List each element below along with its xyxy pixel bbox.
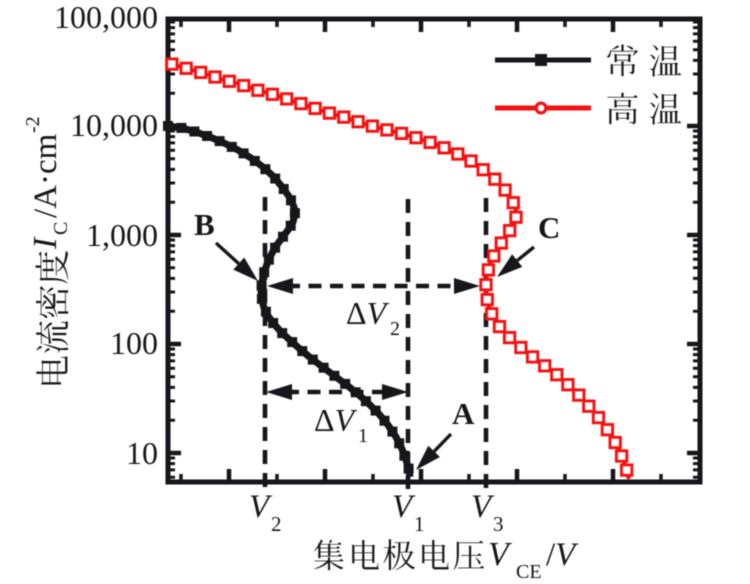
svg-text:1,000: 1,000 [86, 217, 158, 253]
svg-text:100,000: 100,000 [54, 0, 158, 35]
svg-text:C: C [538, 210, 560, 245]
svg-text:V: V [249, 489, 273, 525]
svg-text:CE: CE [516, 561, 542, 583]
svg-text:C: C [50, 222, 72, 235]
svg-text:10,000: 10,000 [70, 107, 158, 143]
svg-text:-2: -2 [22, 116, 44, 133]
svg-text:10: 10 [126, 435, 158, 471]
svg-text:B: B [194, 207, 215, 242]
svg-text:ΔV: ΔV [314, 402, 358, 438]
svg-text:ΔV: ΔV [346, 295, 390, 331]
svg-text:V: V [471, 489, 495, 525]
svg-text:2: 2 [390, 318, 400, 340]
svg-text:I: I [27, 236, 64, 250]
svg-text:1: 1 [414, 512, 425, 536]
svg-text:2: 2 [271, 512, 282, 536]
svg-text:/A·cm: /A·cm [28, 133, 64, 218]
svg-text:V: V [392, 489, 416, 525]
svg-text:1: 1 [358, 425, 368, 447]
svg-text:100: 100 [110, 325, 158, 361]
svg-text:A: A [452, 396, 475, 431]
svg-text:/V: /V [546, 537, 579, 573]
svg-text:3: 3 [493, 512, 504, 536]
